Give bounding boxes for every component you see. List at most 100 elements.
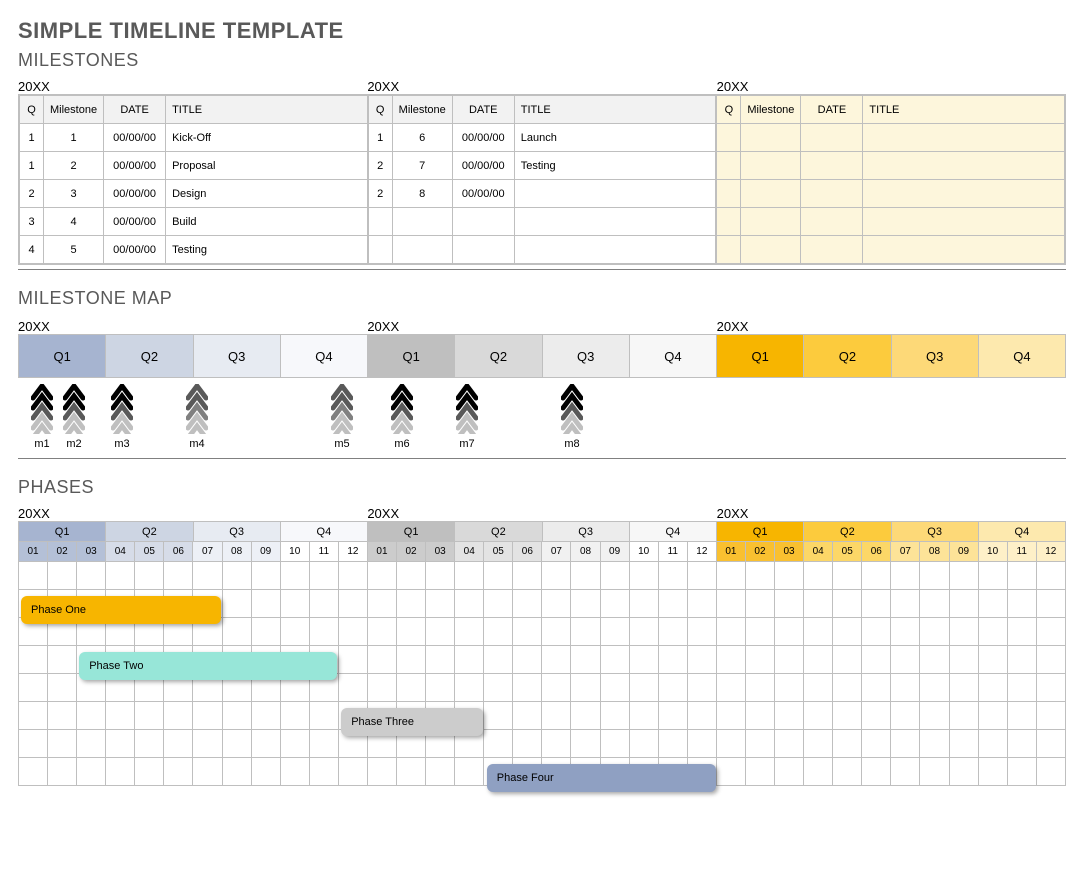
phases-month-cell: 04 [106, 542, 135, 562]
phases-month-cell: 10 [281, 542, 310, 562]
col-date: DATE [104, 96, 166, 124]
cell-q [368, 208, 392, 236]
phases-grid-cell [1037, 646, 1066, 674]
phases-grid-cell [1008, 562, 1037, 590]
phases-grid-cell [920, 646, 949, 674]
phases-grid-cell [717, 674, 746, 702]
phases-month-cell: 09 [950, 542, 979, 562]
phases-grid-cell [950, 562, 979, 590]
phases-month-cell: 01 [717, 542, 746, 562]
phases-grid-cell [950, 702, 979, 730]
phases-grid-cell [310, 562, 339, 590]
cell-title: Proposal [166, 152, 368, 180]
phases-grid-cell [19, 702, 48, 730]
col-title: TITLE [514, 96, 716, 124]
phases-grid-cell [862, 758, 891, 786]
chevron-up-icon [331, 384, 353, 434]
divider [18, 458, 1066, 459]
map-quarter-cell: Q3 [892, 335, 979, 377]
phases-grid-cell [862, 730, 891, 758]
cell-milestone: 5 [44, 236, 104, 264]
phases-quarter-cell: Q2 [804, 522, 891, 542]
cell-q: 2 [20, 180, 44, 208]
cell-date [801, 152, 863, 180]
cell-milestone: 1 [44, 124, 104, 152]
phases-quarter-cell: Q1 [19, 522, 106, 542]
phases-grid: Phase OnePhase TwoPhase ThreePhase Four [18, 562, 1066, 786]
year-label: 20XX [18, 79, 367, 94]
phases-grid-cell [775, 730, 804, 758]
phases-grid-cell [979, 758, 1008, 786]
phases-grid-cell [106, 758, 135, 786]
phases-grid-cell [455, 618, 484, 646]
cell-milestone: 7 [392, 152, 452, 180]
phases-grid-cell [426, 590, 455, 618]
phases-grid-cell [455, 590, 484, 618]
phases-grid-cell [368, 674, 397, 702]
phases-quarter-cell: Q1 [717, 522, 804, 542]
phases-grid-cell [601, 562, 630, 590]
phases-grid-cell [252, 590, 281, 618]
phase-bar: Phase One [21, 596, 221, 624]
phases-grid-cell [833, 562, 862, 590]
phases-grid-cell [833, 702, 862, 730]
phases-grid-cell [164, 730, 193, 758]
phases-grid-cell [804, 590, 833, 618]
phases-grid-cell [542, 674, 571, 702]
phases-grid-cell [659, 702, 688, 730]
phases-grid-cell [659, 674, 688, 702]
table-row: 1200/00/00Proposal [20, 152, 368, 180]
phases-grid-cell [950, 618, 979, 646]
map-quarter-cell: Q1 [368, 335, 455, 377]
phases-grid-cell [601, 646, 630, 674]
phases-grid-cell [281, 758, 310, 786]
phases-grid-cell [601, 590, 630, 618]
phases-grid-cell [48, 702, 77, 730]
table-row: 3400/00/00Build [20, 208, 368, 236]
phases-grid-cell [1008, 702, 1037, 730]
phases-grid-cell [513, 702, 542, 730]
phases-month-cell: 09 [601, 542, 630, 562]
phases-grid-cell [484, 674, 513, 702]
phases-month-cell: 05 [484, 542, 513, 562]
phases-quarter-cell: Q4 [979, 522, 1066, 542]
phases-grid-cell [310, 702, 339, 730]
phases-grid-cell [106, 702, 135, 730]
phases-grid-cell [281, 702, 310, 730]
phases-grid-cell [630, 562, 659, 590]
phases-month-cell: 01 [19, 542, 48, 562]
phases-grid-cell [775, 674, 804, 702]
section-title-map: MILESTONE MAP [18, 288, 1068, 309]
phases-quarter-cell: Q3 [892, 522, 979, 542]
cell-date: 00/00/00 [452, 152, 514, 180]
phases-grid-cell [164, 562, 193, 590]
cell-date [801, 124, 863, 152]
chevron-up-icon [31, 384, 53, 434]
year-label: 20XX [717, 506, 1066, 521]
phases-grid-cell [920, 702, 949, 730]
phase-bar: Phase Three [341, 708, 483, 736]
phases-month-cell: 11 [659, 542, 688, 562]
cell-title: Testing [514, 152, 716, 180]
phases-grid-cell [601, 730, 630, 758]
phases-grid-cell [223, 702, 252, 730]
phases-grid-cell [397, 590, 426, 618]
phases-grid-cell [368, 618, 397, 646]
phases-month-cell: 09 [252, 542, 281, 562]
phases-grid-cell [804, 758, 833, 786]
phases-grid-cell [223, 758, 252, 786]
phases-grid-cell [223, 562, 252, 590]
phases-month-cell: 02 [746, 542, 775, 562]
phases-grid-row [19, 562, 1066, 590]
phases-month-cell: 04 [804, 542, 833, 562]
section-title-phases: PHASES [18, 477, 1068, 498]
table-row: 4500/00/00Testing [20, 236, 368, 264]
phases-grid-cell [1008, 674, 1037, 702]
phases-month-cell: 03 [426, 542, 455, 562]
cell-milestone [741, 236, 801, 264]
cell-title: Testing [166, 236, 368, 264]
page-title: SIMPLE TIMELINE TEMPLATE [18, 18, 1068, 44]
map-markers: m1m2m3m4m5m6m7m8 [18, 384, 1066, 454]
map-quarter-cell: Q1 [717, 335, 804, 377]
phases-grid-cell [426, 562, 455, 590]
